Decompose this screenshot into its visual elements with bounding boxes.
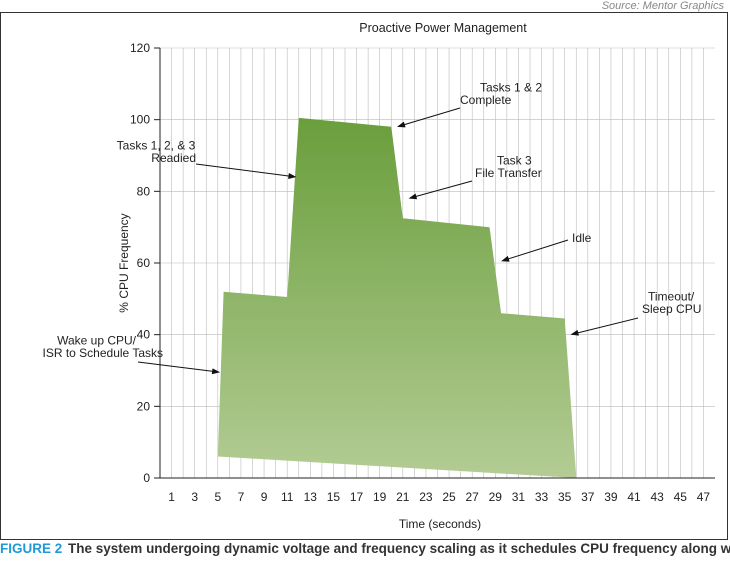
y-axis-label: % CPU Frequency — [117, 213, 131, 312]
x-tick-label: 5 — [214, 490, 221, 504]
annotation-text: Tasks 1, 2, & 3 — [117, 139, 196, 153]
figure-number: FIGURE 2 — [0, 541, 63, 556]
annotation-arrow-head — [501, 255, 510, 262]
annotation-arrow-head — [288, 172, 297, 179]
annotation-arrow-line — [402, 107, 461, 126]
x-tick-label: 35 — [558, 490, 572, 504]
x-tick-label: 13 — [304, 490, 318, 504]
annotation-arrow-line — [137, 361, 215, 373]
annotation-text: Sleep CPU — [642, 302, 701, 316]
annotation-text: File Transfer — [475, 166, 542, 180]
annotation-text: Complete — [460, 93, 512, 107]
x-tick-label: 17 — [350, 490, 364, 504]
annotation-text: Readied — [151, 151, 196, 165]
x-tick-label: 23 — [419, 490, 433, 504]
y-tick-label: 20 — [137, 399, 151, 413]
x-tick-label: 11 — [281, 490, 294, 504]
cpu-frequency-chart: Proactive Power Management 0 20 40 60 80 100 1… — [42, 21, 715, 531]
annotation-arrow-line — [195, 163, 291, 177]
annotation-arrow-head — [211, 368, 221, 375]
x-tick-label: 3 — [191, 490, 198, 504]
annotation-text: ISR to Schedule Tasks — [42, 346, 163, 360]
x-tick-label: 33 — [535, 490, 549, 504]
annotation-arrow-head — [408, 193, 418, 200]
y-tick-label: 40 — [137, 328, 151, 342]
axes — [154, 47, 715, 479]
x-tick-label: 43 — [651, 490, 665, 504]
annotation-arrow-head — [570, 329, 579, 336]
y-tick-label: 0 — [143, 471, 150, 485]
figure-frame — [0, 12, 728, 540]
x-tick-label: 37 — [581, 490, 595, 504]
x-tick-label: 27 — [466, 490, 480, 504]
x-axis-label: Time (seconds) — [399, 517, 481, 531]
annotation-text: Tasks 1 & 2 — [480, 81, 542, 95]
annotation-text: Task 3 — [497, 154, 532, 168]
y-tick-label: 60 — [137, 256, 151, 270]
x-tick-label: 1 — [168, 490, 175, 504]
y-tick-label: 120 — [130, 41, 150, 55]
source-credit: Source: Mentor Graphics — [601, 0, 724, 12]
x-tick-label: 45 — [674, 490, 688, 504]
x-tick-label: 47 — [697, 490, 711, 504]
annotation-arrow-head — [397, 121, 406, 128]
annotation-arrow-line — [576, 317, 639, 334]
annotation: Idle — [501, 231, 592, 262]
x-tick-label: 7 — [238, 490, 245, 504]
caption-text: The system undergoing dynamic voltage an… — [68, 541, 730, 556]
x-tick-label: 29 — [489, 490, 503, 504]
x-tick-label: 41 — [627, 490, 641, 504]
x-tick-label: 9 — [261, 490, 268, 504]
x-tick-label: 19 — [373, 490, 387, 504]
figure-caption: FIGURE 2 The system undergoing dynamic v… — [0, 541, 730, 556]
x-tick-label: 21 — [396, 490, 410, 504]
annotation: Timeout/Sleep CPU — [570, 290, 701, 336]
x-tick-label: 31 — [512, 490, 526, 504]
x-tick-label: 15 — [327, 490, 341, 504]
annotation-arrow-line — [414, 180, 473, 198]
y-tick-label: 100 — [130, 113, 150, 127]
cpu-frequency-area — [217, 117, 577, 479]
chart-title: Proactive Power Management — [359, 21, 527, 35]
annotation: Wake up CPU/ISR to Schedule Tasks — [42, 334, 221, 375]
annotation-text: Timeout/ — [648, 290, 695, 304]
annotation-text: Idle — [572, 231, 592, 245]
y-tick-label: 80 — [137, 184, 151, 198]
annotation-text: Wake up CPU/ — [57, 334, 137, 348]
annotation-arrow-line — [506, 239, 569, 260]
x-tick-label: 39 — [604, 490, 618, 504]
x-tick-label: 25 — [442, 490, 456, 504]
